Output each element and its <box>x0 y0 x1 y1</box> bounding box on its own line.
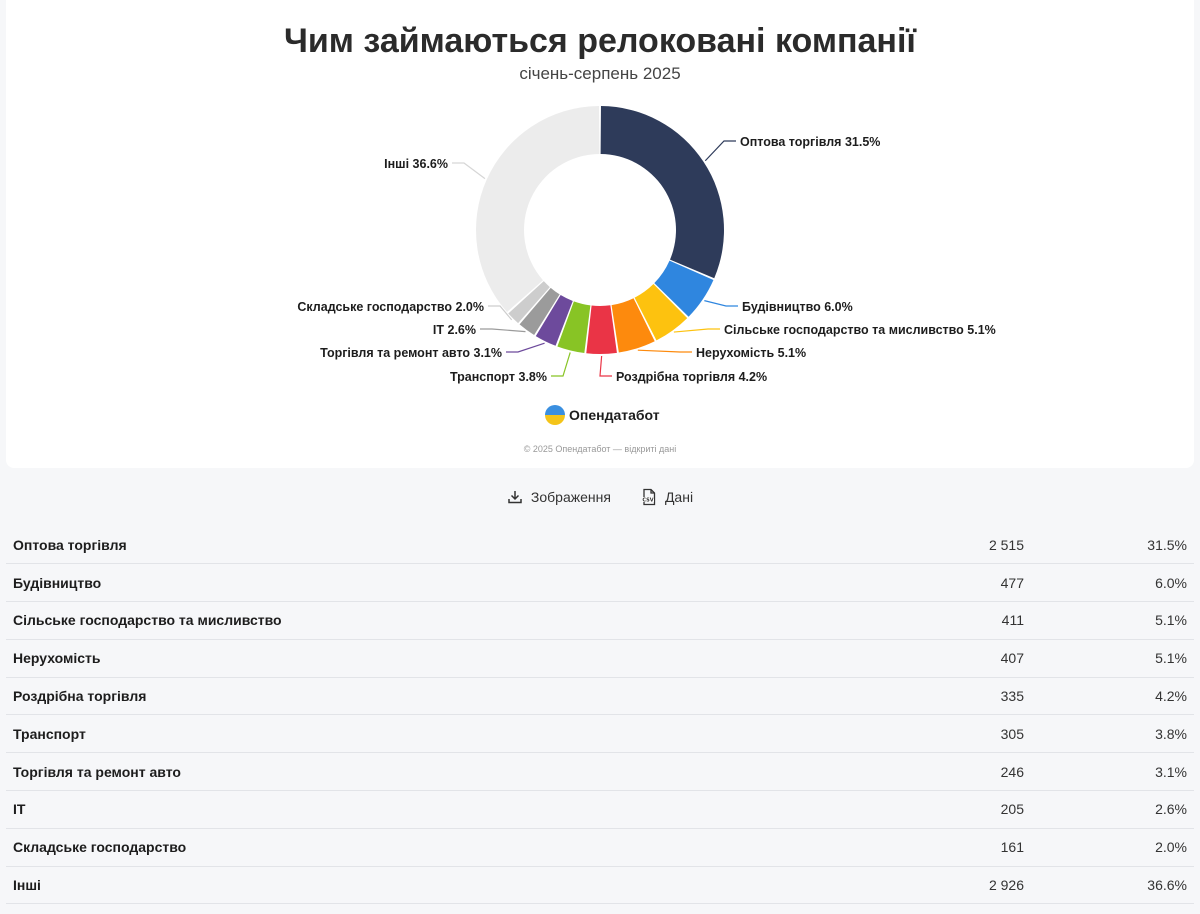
table-row: Інші 2 926 36.6% <box>6 866 1194 905</box>
label-connector <box>673 328 720 333</box>
label-connector <box>506 342 545 353</box>
slice-label: Нерухомість 5.1% <box>696 346 806 360</box>
row-name: Роздрібна торгівля <box>6 677 871 716</box>
row-name: Сільське господарство та мисливство <box>6 601 871 640</box>
row-count: 305 <box>871 714 1031 754</box>
row-percent: 36.6% <box>1031 866 1194 905</box>
slice-label: Інші 36.6% <box>384 157 448 171</box>
table-row: Будівництво 477 6.0% <box>6 563 1194 603</box>
table-row: Торгівля та ремонт авто 246 3.1% <box>6 752 1194 792</box>
label-connector <box>452 162 486 180</box>
row-count: 411 <box>871 601 1031 640</box>
slice-label: Оптова торгівля 31.5% <box>740 135 880 149</box>
row-percent: 4.2% <box>1031 677 1194 716</box>
row-count: 477 <box>871 563 1031 603</box>
label-connector <box>704 140 736 162</box>
label-connector <box>599 355 612 377</box>
donut-slice[interactable] <box>535 295 573 346</box>
slice-label: Транспорт 3.8% <box>450 370 547 384</box>
table-row: Сільське господарство та мисливство 411 5.… <box>6 601 1194 640</box>
table-row: Роздрібна торгівля 335 4.2% <box>6 677 1194 716</box>
row-percent: 3.1% <box>1031 752 1194 792</box>
row-count: 335 <box>871 677 1031 716</box>
row-percent: 2.6% <box>1031 790 1194 829</box>
label-connector <box>488 305 513 321</box>
row-name: Оптова торгівля <box>6 526 871 565</box>
row-count: 407 <box>871 639 1031 678</box>
download-icon <box>508 491 522 504</box>
row-name: Торгівля та ремонт авто <box>6 752 871 792</box>
row-percent: 5.1% <box>1031 601 1194 640</box>
row-count: 246 <box>871 752 1031 792</box>
table-row: Транспорт 305 3.8% <box>6 714 1194 754</box>
copyright: © 2025 Опендатабот — відкриті дані <box>523 444 677 454</box>
row-count: 205 <box>871 790 1031 829</box>
row-percent: 6.0% <box>1031 563 1194 603</box>
label-connector <box>637 349 692 353</box>
row-count: 2 515 <box>871 526 1031 565</box>
actions-bar: Зображення CSV Дані <box>0 488 1200 506</box>
row-name: Інші <box>6 866 871 905</box>
opendatabot-logo-icon <box>545 405 565 425</box>
donut-slice[interactable] <box>654 260 714 317</box>
csv-file-icon: CSV <box>641 488 656 506</box>
row-name: IT <box>6 790 871 829</box>
donut-chart: Оптова торгівля 31.5% Будівництво 6.0% Сіл… <box>297 106 996 384</box>
row-name: Нерухомість <box>6 639 871 678</box>
chart-title: Чим займаються релоковані компанії <box>284 22 916 60</box>
table-row: Складське господарство 161 2.0% <box>6 828 1194 867</box>
table-row: Нерухомість 407 5.1% <box>6 639 1194 678</box>
donut-slice[interactable] <box>600 106 724 279</box>
row-percent: 3.8% <box>1031 714 1194 754</box>
donut-slice[interactable] <box>586 305 617 354</box>
data-table: Оптова торгівля 2 515 31.5% Будівництво 477 6… <box>6 526 1194 905</box>
slice-label: Сільське господарство та мисливство 5.1% <box>724 323 996 337</box>
slice-label: Роздрібна торгівля 4.2% <box>616 370 767 384</box>
label-connector <box>704 300 738 307</box>
table-row: Оптова торгівля 2 515 31.5% <box>6 526 1194 565</box>
download-data-button[interactable]: CSV Дані <box>641 488 693 506</box>
label-connector <box>551 352 571 377</box>
chart-card: Чим займаються релоковані компанії січен… <box>6 0 1194 468</box>
download-data-label: Дані <box>664 489 694 505</box>
label-connector <box>480 328 526 333</box>
row-percent: 31.5% <box>1031 526 1194 565</box>
row-name: Складське господарство <box>6 828 871 867</box>
row-name: Транспорт <box>6 714 871 754</box>
logo-text: Опендатабот <box>569 407 660 423</box>
donut-slice[interactable] <box>476 106 600 313</box>
donut-slice[interactable] <box>611 298 655 353</box>
donut-slice[interactable] <box>508 281 550 324</box>
donut-slice[interactable] <box>634 284 688 341</box>
row-count: 161 <box>871 828 1031 867</box>
chart-subtitle: січень-серпень 2025 <box>519 64 681 83</box>
opendatabot-logo: Опендатабот <box>545 405 660 425</box>
download-image-button[interactable]: Зображення <box>507 488 611 506</box>
slice-label: IT 2.6% <box>433 323 476 337</box>
row-percent: 2.0% <box>1031 828 1194 867</box>
row-name: Будівництво <box>6 563 871 603</box>
row-count: 2 926 <box>871 866 1031 905</box>
slice-label: Торгівля та ремонт авто 3.1% <box>320 346 502 360</box>
svg-text:CSV: CSV <box>642 497 653 503</box>
slice-label: Будівництво 6.0% <box>742 300 853 314</box>
download-image-label: Зображення <box>530 489 611 505</box>
row-percent: 5.1% <box>1031 639 1194 678</box>
table-row: IT 205 2.6% <box>6 790 1194 829</box>
donut-slice[interactable] <box>557 301 591 354</box>
donut-slice[interactable] <box>519 287 560 336</box>
slice-label: Складське господарство 2.0% <box>297 300 484 314</box>
